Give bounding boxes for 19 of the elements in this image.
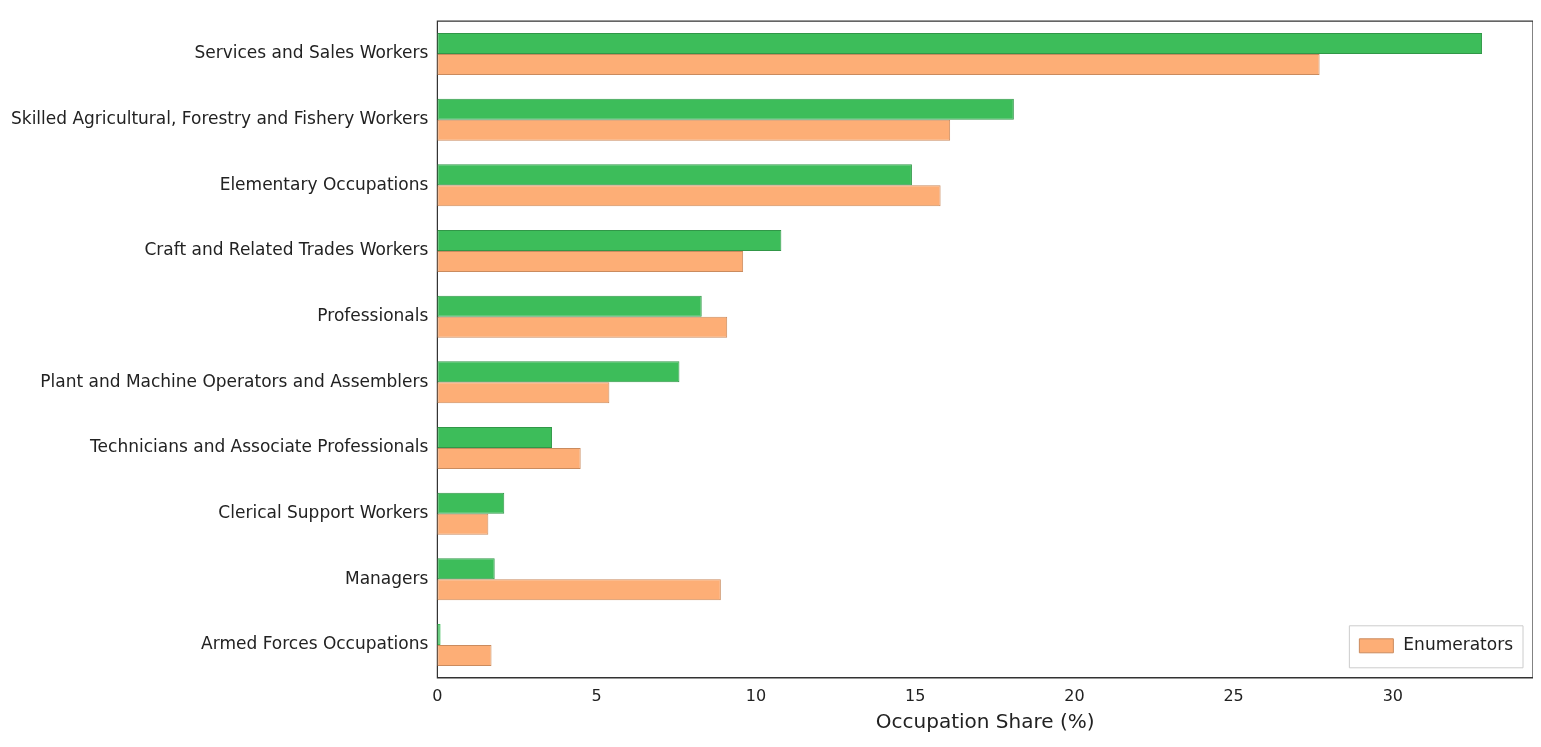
y-tick-label: Managers [345, 567, 429, 588]
x-tick-label: 30 [1382, 685, 1404, 705]
x-tick-label: 20 [1064, 685, 1085, 705]
y-tick-label: Technicians and Associate Professionals [89, 436, 429, 457]
y-tick-label: Skilled Agricultural, Forestry and Fishery Workers [10, 108, 429, 129]
y-tick-label: Craft and Related Trades Workers [144, 239, 429, 260]
y-tick-label: Clerical Support Workers [218, 502, 429, 523]
legend-label: Enumerators [1403, 634, 1514, 655]
x-tick-label: 10 [745, 685, 767, 705]
x-tick-label: 5 [591, 685, 602, 705]
x-tick-label: 0 [432, 685, 443, 705]
y-tick-label: Armed Forces Occupations [201, 633, 429, 654]
x-tick-label: 25 [1223, 685, 1244, 705]
y-tick-label: Elementary Occupations [219, 173, 429, 194]
y-tick-label: Plant and Machine Operators and Assemblers [40, 370, 429, 391]
y-tick-label: Professionals [317, 305, 429, 326]
x-axis-title: Occupation Share (%) [875, 709, 1095, 734]
y-tick-label: Services and Sales Workers [194, 42, 429, 63]
x-tick-label: 15 [904, 685, 926, 705]
